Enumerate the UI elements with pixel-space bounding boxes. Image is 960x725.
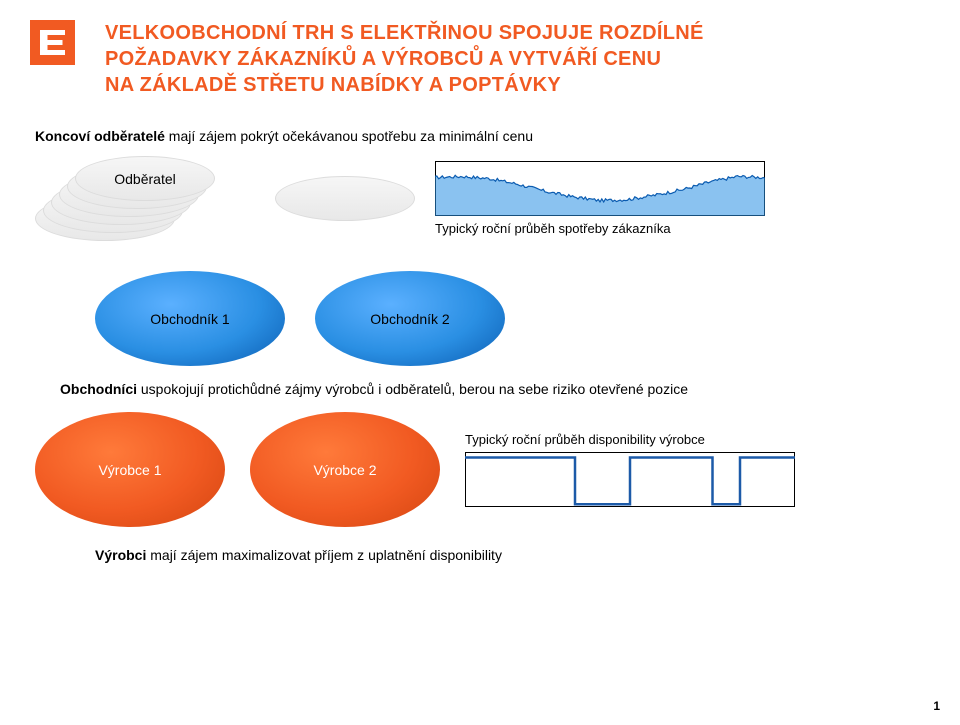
availability-chart-caption: Typický roční průběh disponibility výrob… bbox=[465, 432, 795, 447]
producers-tagline-bold: Výrobci bbox=[95, 547, 146, 563]
consumer-ellipse-label: Odběratel bbox=[75, 156, 215, 201]
availability-chart-block: Typický roční průběh disponibility výrob… bbox=[465, 432, 795, 507]
company-logo-icon bbox=[30, 20, 75, 65]
title-line-2: POŽADAVKY ZÁKAZNÍKŮ A VÝROBCŮ A VYTVÁŘÍ … bbox=[105, 46, 704, 72]
page-number: 1 bbox=[933, 699, 940, 713]
producer-ellipse-2: Výrobce 2 bbox=[250, 412, 440, 527]
demand-chart-block: Typický roční průběh spotřeby zákazníka bbox=[435, 161, 765, 236]
trader-ellipse-2: Obchodník 2 bbox=[315, 271, 505, 366]
producers-tagline: Výrobci mají zájem maximalizovat příjem … bbox=[95, 547, 925, 563]
demand-chart bbox=[435, 161, 765, 216]
consumer-blank-ellipse bbox=[275, 176, 415, 221]
producers-row: Výrobce 1 Výrobce 2 Typický roční průběh… bbox=[35, 412, 925, 527]
trader-ellipse-1: Obchodník 1 bbox=[95, 271, 285, 366]
traders-tagline: Obchodníci uspokojují protichůdné zájmy … bbox=[60, 381, 925, 397]
title-line-1: VELKOOBCHODNÍ TRH S ELEKTŘINOU SPOJUJE R… bbox=[105, 20, 704, 46]
producer-ellipse-1: Výrobce 1 bbox=[35, 412, 225, 527]
consumer-ellipse-stack: Odběratel bbox=[35, 156, 235, 241]
consumers-tagline-rest: mají zájem pokrýt očekávanou spotřebu za… bbox=[165, 128, 533, 144]
traders-tagline-rest: uspokojují protichůdné zájmy výrobců i o… bbox=[137, 381, 688, 397]
traders-row: Obchodník 1 Obchodník 2 bbox=[95, 271, 925, 366]
consumers-tagline: Koncoví odběratelé mají zájem pokrýt oče… bbox=[35, 128, 925, 144]
producers-tagline-rest: mají zájem maximalizovat příjem z uplatn… bbox=[146, 547, 502, 563]
main-content: Koncoví odběratelé mají zájem pokrýt oče… bbox=[0, 128, 960, 563]
availability-chart bbox=[465, 452, 795, 507]
consumers-tagline-bold: Koncoví odběratelé bbox=[35, 128, 165, 144]
traders-tagline-bold: Obchodníci bbox=[60, 381, 137, 397]
header: VELKOOBCHODNÍ TRH S ELEKTŘINOU SPOJUJE R… bbox=[0, 0, 960, 123]
consumers-row: Odběratel Typický roční průběh spotřeby … bbox=[35, 156, 925, 241]
demand-chart-caption: Typický roční průběh spotřeby zákazníka bbox=[435, 221, 765, 236]
page-title: VELKOOBCHODNÍ TRH S ELEKTŘINOU SPOJUJE R… bbox=[105, 20, 704, 98]
title-line-3: NA ZÁKLADĚ STŘETU NABÍDKY A POPTÁVKY bbox=[105, 72, 704, 98]
